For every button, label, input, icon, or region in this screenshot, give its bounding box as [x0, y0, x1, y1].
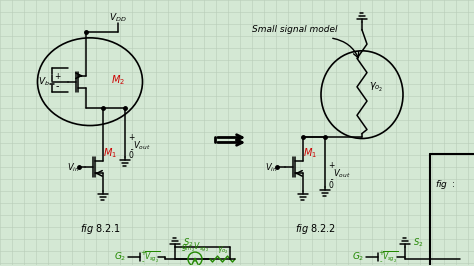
Text: $S_2$: $S_2$ [413, 237, 423, 249]
Text: +: + [328, 161, 334, 170]
Text: $V_{out}$: $V_{out}$ [333, 167, 350, 180]
Text: $V_{DD}$: $V_{DD}$ [109, 12, 127, 24]
Text: $G_2$: $G_2$ [114, 251, 126, 263]
Text: $fig\ :$: $fig\ :$ [435, 178, 455, 191]
Text: -: - [380, 258, 382, 264]
Text: $\bar{0}$: $\bar{0}$ [328, 178, 335, 191]
Text: $S_2$: $S_2$ [183, 237, 193, 249]
Text: $V_{out}$: $V_{out}$ [133, 139, 151, 152]
Text: $\overline{V_{sg_2}}$: $\overline{V_{sg_2}}$ [144, 250, 160, 264]
Text: +: + [54, 72, 60, 81]
Text: $G_2$: $G_2$ [352, 251, 364, 263]
Text: $M_1$: $M_1$ [103, 147, 117, 160]
Text: $M_1$: $M_1$ [303, 147, 317, 160]
Text: $V_{in}$: $V_{in}$ [67, 161, 79, 174]
Text: $M_2$: $M_2$ [111, 73, 125, 87]
Text: $fig\ 8.2.2$: $fig\ 8.2.2$ [295, 222, 335, 236]
Text: $\bar{0}$: $\bar{0}$ [128, 148, 135, 161]
Text: +: + [378, 250, 384, 256]
Text: $V_b$: $V_b$ [38, 76, 50, 88]
Text: +: + [128, 133, 134, 142]
Text: +: + [140, 250, 146, 256]
Text: -: - [142, 258, 144, 264]
Text: Small signal model: Small signal model [252, 25, 338, 34]
Text: $\overline{V_{sg_2}}$: $\overline{V_{sg_2}}$ [382, 250, 398, 264]
Text: $fig\ 8.2.1$: $fig\ 8.2.1$ [80, 222, 120, 236]
Text: $\gamma_{o_2}$: $\gamma_{o_2}$ [369, 81, 383, 94]
Text: $g_{m_2}V_{sg_2}$: $g_{m_2}V_{sg_2}$ [181, 240, 209, 254]
Text: $V_{in}$: $V_{in}$ [264, 161, 277, 174]
Text: $\gamma_{o_2}$: $\gamma_{o_2}$ [217, 244, 228, 256]
Text: -: - [55, 81, 59, 91]
